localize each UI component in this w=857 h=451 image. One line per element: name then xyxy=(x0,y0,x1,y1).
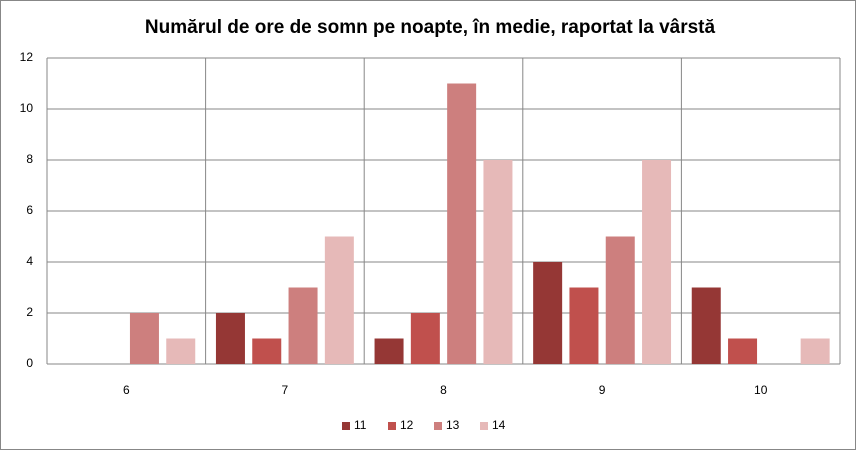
bar xyxy=(288,287,318,364)
bar xyxy=(569,287,599,364)
legend-swatch xyxy=(480,422,488,430)
y-tick-label: 10 xyxy=(20,101,34,115)
bar xyxy=(691,287,721,364)
x-tick-label: 7 xyxy=(282,383,289,397)
x-tick-label: 8 xyxy=(440,383,447,397)
y-tick-label: 4 xyxy=(26,254,33,268)
bar xyxy=(252,338,282,364)
y-tick-label: 8 xyxy=(26,152,33,166)
bar xyxy=(800,338,830,364)
y-tick-label: 12 xyxy=(20,50,34,64)
bar xyxy=(447,83,477,364)
legend-swatch xyxy=(434,422,442,430)
bar xyxy=(605,236,635,364)
y-tick-label: 6 xyxy=(26,203,33,217)
legend-label: 12 xyxy=(400,418,414,432)
y-tick-label: 0 xyxy=(26,356,33,370)
legend-label: 11 xyxy=(354,418,367,432)
legend-swatch xyxy=(388,422,396,430)
legend-swatch xyxy=(342,422,350,430)
legend-label: 13 xyxy=(446,418,460,432)
x-tick-label: 9 xyxy=(599,383,606,397)
chart-title: Numărul de ore de somn pe noapte, în med… xyxy=(145,17,716,38)
bar xyxy=(215,313,245,364)
bar xyxy=(324,236,354,364)
bar xyxy=(728,338,758,364)
bar xyxy=(483,160,513,364)
bar xyxy=(166,338,196,364)
legend-label: 14 xyxy=(492,418,506,432)
bar xyxy=(129,313,159,364)
y-tick-label: 2 xyxy=(26,305,33,319)
x-tick-label: 6 xyxy=(123,383,130,397)
bar xyxy=(374,338,404,364)
bar xyxy=(642,160,672,364)
bar xyxy=(410,313,440,364)
x-tick-label: 10 xyxy=(754,383,768,397)
bar xyxy=(533,262,563,364)
